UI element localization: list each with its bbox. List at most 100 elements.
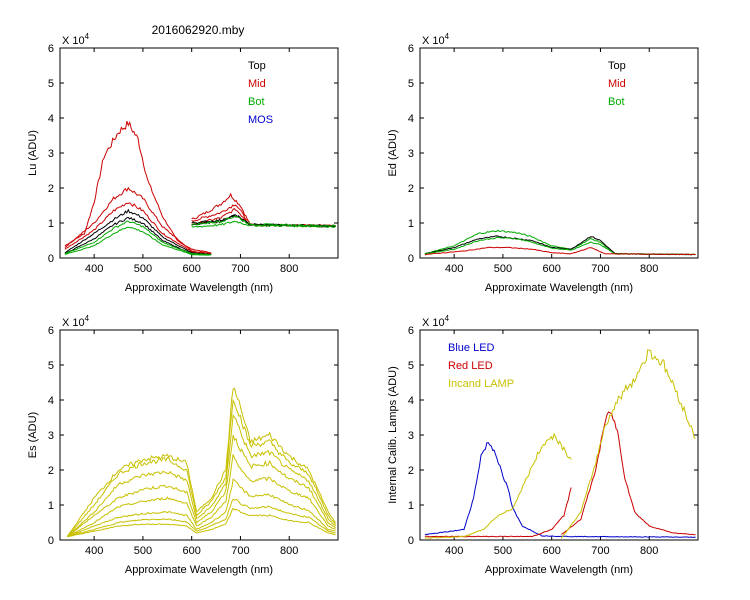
y-tick-label: 5 bbox=[408, 360, 414, 372]
panel-lamps: 400 500 600 700 800 0 1 2 3 4 5 6 X 104 Approximate W… bbox=[387, 314, 699, 576]
y-tick-label: 2 bbox=[48, 183, 54, 195]
series-line-es bbox=[67, 478, 336, 537]
y-tick-label: 2 bbox=[48, 465, 54, 477]
y-tick-label: 0 bbox=[408, 535, 414, 547]
y-scale-label: X 104 bbox=[422, 314, 450, 329]
series-line-es bbox=[67, 498, 336, 538]
y-tick-label: 5 bbox=[48, 360, 54, 372]
x-tick-label: 500 bbox=[494, 545, 512, 557]
legend-entry-blue-led: Blue LED bbox=[448, 342, 495, 354]
series-line-es bbox=[67, 507, 336, 538]
y-tick-label: 4 bbox=[408, 113, 414, 125]
y-scale-label: X 104 bbox=[62, 314, 90, 329]
y-tick-label: 1 bbox=[408, 218, 414, 230]
x-tick-label: 800 bbox=[280, 545, 298, 557]
x-tick-label: 600 bbox=[543, 545, 561, 557]
x-tick-label: 400 bbox=[85, 545, 103, 557]
panel-es: 400 500 600 700 800 0 1 2 3 4 5 6 X 104 Approximate W… bbox=[27, 314, 339, 576]
y-tick-label: 2 bbox=[408, 465, 414, 477]
y-tick-label: 4 bbox=[408, 395, 414, 407]
x-tick-label: 400 bbox=[445, 545, 463, 557]
x-tick-label: 600 bbox=[183, 545, 201, 557]
series-line-es bbox=[67, 454, 336, 537]
x-tick-label: 800 bbox=[280, 263, 298, 275]
x-axis-label: Approximate Wavelength (nm) bbox=[125, 564, 273, 576]
legend-entry-bot: Bot bbox=[608, 96, 625, 108]
y-tick-label: 1 bbox=[48, 218, 54, 230]
y-tick-label: 3 bbox=[408, 430, 414, 442]
y-scale-exponent: 4 bbox=[445, 32, 450, 41]
x-tick-label: 800 bbox=[640, 545, 658, 557]
y-tick-label: 2 bbox=[408, 183, 414, 195]
y-scale-exponent: 4 bbox=[85, 314, 90, 323]
plot-frame bbox=[59, 329, 339, 541]
y-scale-label: X 104 bbox=[62, 32, 90, 47]
series-line-blue-led bbox=[424, 442, 696, 539]
x-tick-label: 400 bbox=[85, 263, 103, 275]
legend-entry-mid: Mid bbox=[248, 78, 266, 90]
y-tick-label: 1 bbox=[48, 500, 54, 512]
y-axis-label: Es (ADU) bbox=[27, 412, 39, 458]
y-tick-label: 0 bbox=[48, 535, 54, 547]
legend-entry-top: Top bbox=[248, 60, 266, 72]
x-tick-label: 600 bbox=[183, 263, 201, 275]
series-line-es bbox=[66, 398, 337, 537]
y-scale-exponent: 4 bbox=[445, 314, 450, 323]
y-tick-label: 6 bbox=[408, 43, 414, 55]
y-tick-label: 0 bbox=[408, 253, 414, 265]
figure-title: 2016062920.mby bbox=[152, 23, 245, 37]
series-line-mid bbox=[64, 202, 212, 255]
legend-entry-top: Top bbox=[608, 60, 626, 72]
series-line-mid bbox=[64, 120, 212, 254]
series-line-es bbox=[66, 413, 336, 537]
series-line-incand-lamp bbox=[424, 432, 572, 539]
series-line-red-led bbox=[561, 411, 696, 536]
y-tick-label: 3 bbox=[408, 148, 414, 160]
series-line-mid bbox=[424, 246, 696, 256]
x-tick-label: 800 bbox=[640, 263, 658, 275]
y-tick-label: 3 bbox=[48, 430, 54, 442]
panel-ed: 400 500 600 700 800 0 1 2 3 4 5 6 X 104 Approximate W… bbox=[387, 32, 699, 294]
legend-entry-red-led: Red LED bbox=[448, 360, 493, 372]
x-tick-label: 700 bbox=[231, 263, 249, 275]
legend-entry-incand-lamp: Incand LAMP bbox=[448, 378, 514, 390]
series-line-bot bbox=[64, 220, 212, 256]
x-axis-label: Approximate Wavelength (nm) bbox=[485, 282, 633, 294]
y-tick-label: 0 bbox=[48, 253, 54, 265]
y-tick-label: 5 bbox=[48, 78, 54, 90]
y-scale-exponent: 4 bbox=[85, 32, 90, 41]
series-line-incand-lamp bbox=[560, 349, 696, 539]
y-tick-label: 4 bbox=[48, 113, 54, 125]
y-scale-label: X 104 bbox=[422, 32, 450, 47]
x-tick-label: 700 bbox=[231, 545, 249, 557]
panel-lu: 400 500 600 700 800 0 1 2 3 4 5 6 X 104 Approximate W… bbox=[27, 32, 339, 294]
plot-frame bbox=[419, 47, 699, 259]
x-tick-label: 600 bbox=[543, 263, 561, 275]
x-axis-label: Approximate Wavelength (nm) bbox=[125, 282, 273, 294]
x-tick-label: 500 bbox=[134, 263, 152, 275]
y-axis-label: Internal Calib. Lamps (ADU) bbox=[387, 366, 399, 504]
y-tick-label: 6 bbox=[48, 325, 54, 337]
series-line-bot bbox=[191, 220, 336, 228]
y-tick-label: 3 bbox=[48, 148, 54, 160]
series-line-red-led bbox=[424, 487, 572, 538]
x-tick-label: 500 bbox=[134, 545, 152, 557]
y-axis-label: Ed (ADU) bbox=[387, 129, 399, 176]
y-tick-label: 6 bbox=[408, 325, 414, 337]
y-tick-label: 4 bbox=[48, 395, 54, 407]
x-tick-label: 700 bbox=[591, 263, 609, 275]
x-tick-label: 700 bbox=[591, 545, 609, 557]
series-line-mid bbox=[64, 186, 212, 255]
series-line-top bbox=[64, 208, 212, 255]
legend-entry-mos: MOS bbox=[248, 114, 273, 126]
legend-entry-mid: Mid bbox=[608, 78, 626, 90]
x-tick-label: 400 bbox=[445, 263, 463, 275]
series-line-es bbox=[66, 387, 336, 537]
legend-entry-bot: Bot bbox=[248, 96, 265, 108]
series-line-bot bbox=[64, 226, 212, 256]
x-tick-label: 500 bbox=[494, 263, 512, 275]
y-axis-label: Lu (ADU) bbox=[27, 130, 39, 176]
series-line-es bbox=[66, 435, 336, 537]
y-tick-label: 6 bbox=[48, 43, 54, 55]
